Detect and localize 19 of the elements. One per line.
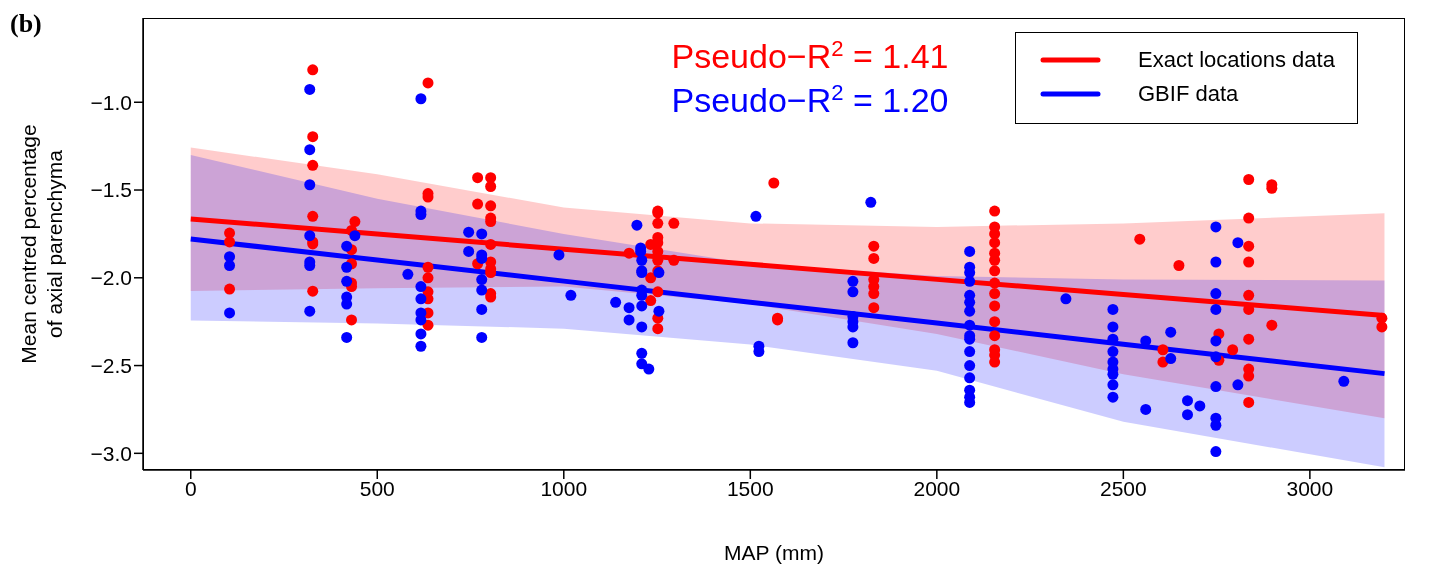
y-tick-label: −3.0 xyxy=(90,441,132,465)
x-tick-label: 500 xyxy=(359,476,395,500)
x-tick-label: 1500 xyxy=(726,476,774,500)
y-axis-title: Mean centred percentage of axial parenchyma xyxy=(17,124,66,364)
x-tick-label: 2000 xyxy=(913,476,961,500)
annotation: Pseudo−R$^{2}$ = 1.20 xyxy=(671,79,949,119)
x-tick-label: 3000 xyxy=(1286,476,1334,500)
y-tick-label: −2.5 xyxy=(90,354,132,378)
x-axis-title: MAP (mm) xyxy=(724,541,824,564)
x-tick-label: 2500 xyxy=(1099,476,1147,500)
legend-label: Exact locations data xyxy=(1138,47,1335,73)
y-tick-label: −2.0 xyxy=(90,266,132,290)
legend-label: GBIF data xyxy=(1138,81,1239,107)
x-tick-label: 0 xyxy=(184,476,197,500)
x-tick-label: 1000 xyxy=(540,476,588,500)
annotation: Pseudo−R$^{2}$ = 1.41 xyxy=(671,35,949,75)
chart-title: (b) xyxy=(10,9,42,38)
y-tick-label: −1.0 xyxy=(90,90,132,114)
y-tick-label: −1.5 xyxy=(90,178,132,202)
